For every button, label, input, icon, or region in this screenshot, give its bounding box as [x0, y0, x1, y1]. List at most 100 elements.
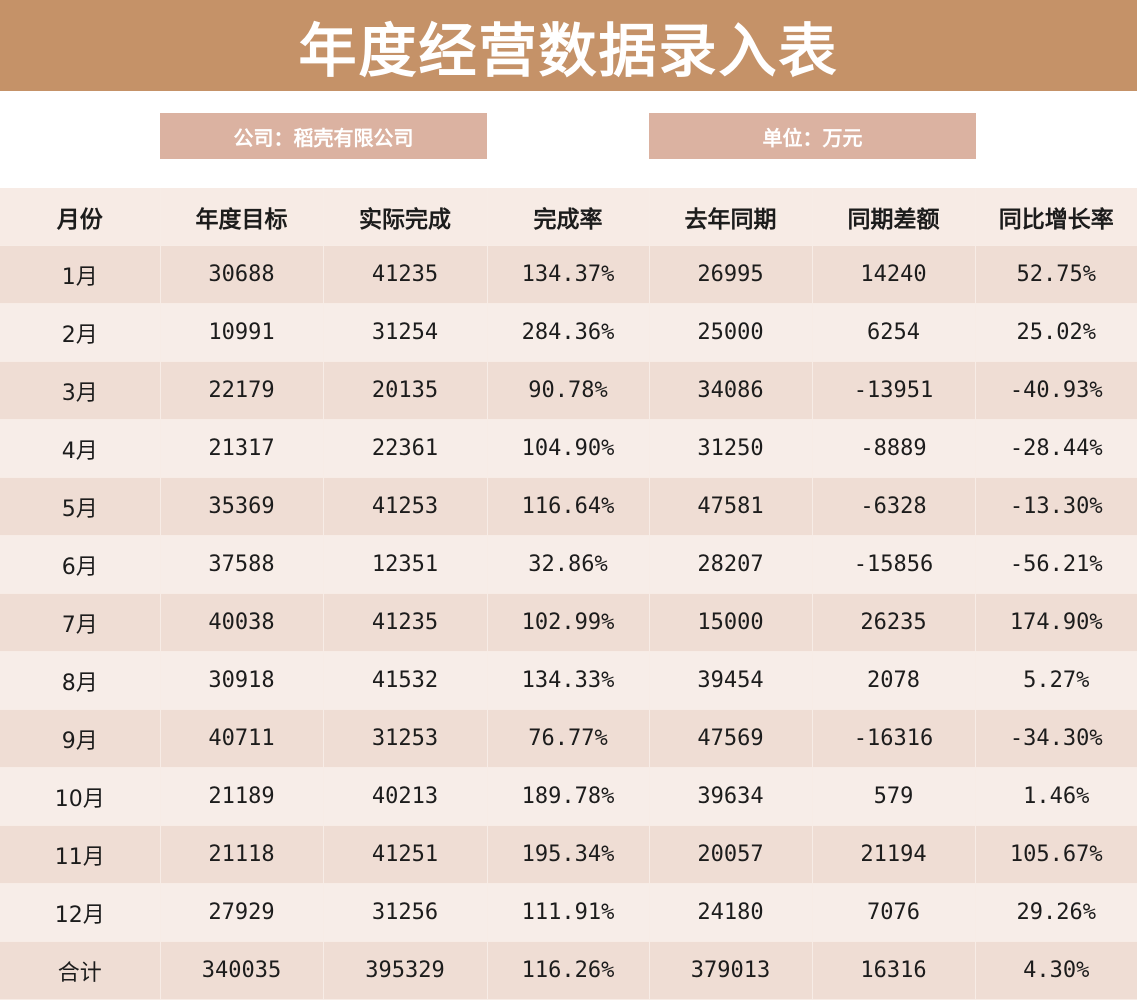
month-cell: 12月 — [0, 883, 161, 942]
completion-rate-cell: 116.64% — [487, 477, 650, 536]
difference-cell: 579 — [812, 767, 976, 826]
header-actual: 实际完成 — [323, 188, 488, 246]
annual-target-cell: 30688 — [160, 245, 324, 304]
last-year-cell: 39634 — [649, 767, 813, 826]
annual-target-cell: 40711 — [160, 709, 324, 768]
completion-rate-cell: 134.33% — [487, 651, 650, 710]
operations-table: 月份 年度目标 实际完成 完成率 去年同期 同期差额 同比增长率 1月 30688… — [0, 188, 1137, 1000]
actual-cell: 41251 — [323, 825, 488, 884]
difference-cell: -15856 — [812, 535, 976, 594]
yoy-growth-cell: -56.21% — [975, 535, 1137, 594]
difference-cell: 26235 — [812, 593, 976, 652]
table-body: 1月 30688 41235 134.37% 26995 14240 52.75% 2月 109… — [0, 245, 1137, 1000]
yoy-growth-cell: -28.44% — [975, 419, 1137, 478]
month-cell: 10月 — [0, 767, 161, 826]
yoy-growth-cell: 5.27% — [975, 651, 1137, 710]
month-cell: 合计 — [0, 941, 161, 1000]
difference-cell: -8889 — [812, 419, 976, 478]
annual-target-cell: 21317 — [160, 419, 324, 478]
completion-rate-cell: 134.37% — [487, 245, 650, 304]
table-row: 1月 30688 41235 134.37% 26995 14240 52.75% — [0, 245, 1137, 304]
header-last-year: 去年同期 — [649, 188, 813, 246]
completion-rate-cell: 284.36% — [487, 303, 650, 362]
header-completion-rate: 完成率 — [487, 188, 650, 246]
actual-cell: 12351 — [323, 535, 488, 594]
table-row: 9月 40711 31253 76.77% 47569 -16316 -34.30% — [0, 709, 1137, 768]
total-row: 合计 340035 395329 116.26% 379013 16316 4.30% — [0, 941, 1137, 1000]
table-row: 11月 21118 41251 195.34% 20057 21194 105.67% — [0, 825, 1137, 884]
month-cell: 7月 — [0, 593, 161, 652]
last-year-cell: 20057 — [649, 825, 813, 884]
difference-cell: 14240 — [812, 245, 976, 304]
yoy-growth-cell: 52.75% — [975, 245, 1137, 304]
difference-cell: 21194 — [812, 825, 976, 884]
actual-cell: 41253 — [323, 477, 488, 536]
month-cell: 11月 — [0, 825, 161, 884]
difference-cell: -16316 — [812, 709, 976, 768]
unit-label: 单位：万元 — [649, 113, 976, 159]
annual-target-cell: 21189 — [160, 767, 324, 826]
last-year-cell: 39454 — [649, 651, 813, 710]
yoy-growth-cell: -34.30% — [975, 709, 1137, 768]
yoy-growth-cell: 174.90% — [975, 593, 1137, 652]
completion-rate-cell: 111.91% — [487, 883, 650, 942]
actual-cell: 41235 — [323, 245, 488, 304]
table-row: 8月 30918 41532 134.33% 39454 2078 5.27% — [0, 651, 1137, 710]
yoy-growth-cell: 1.46% — [975, 767, 1137, 826]
month-cell: 8月 — [0, 651, 161, 710]
completion-rate-cell: 76.77% — [487, 709, 650, 768]
completion-rate-cell: 189.78% — [487, 767, 650, 826]
last-year-cell: 28207 — [649, 535, 813, 594]
company-label: 公司：稻壳有限公司 — [160, 113, 487, 159]
last-year-cell: 34086 — [649, 361, 813, 420]
yoy-growth-cell: 4.30% — [975, 941, 1137, 1000]
header-difference: 同期差额 — [812, 188, 976, 246]
actual-cell: 31253 — [323, 709, 488, 768]
actual-cell: 395329 — [323, 941, 488, 1000]
difference-cell: 16316 — [812, 941, 976, 1000]
annual-target-cell: 35369 — [160, 477, 324, 536]
completion-rate-cell: 32.86% — [487, 535, 650, 594]
month-cell: 5月 — [0, 477, 161, 536]
table-row: 12月 27929 31256 111.91% 24180 7076 29.26% — [0, 883, 1137, 942]
annual-target-cell: 27929 — [160, 883, 324, 942]
actual-cell: 40213 — [323, 767, 488, 826]
last-year-cell: 31250 — [649, 419, 813, 478]
completion-rate-cell: 116.26% — [487, 941, 650, 1000]
annual-target-cell: 10991 — [160, 303, 324, 362]
yoy-growth-cell: -40.93% — [975, 361, 1137, 420]
table-row: 2月 10991 31254 284.36% 25000 6254 25.02% — [0, 303, 1137, 362]
month-cell: 9月 — [0, 709, 161, 768]
last-year-cell: 47581 — [649, 477, 813, 536]
actual-cell: 22361 — [323, 419, 488, 478]
table-row: 10月 21189 40213 189.78% 39634 579 1.46% — [0, 767, 1137, 826]
month-cell: 2月 — [0, 303, 161, 362]
table-row: 7月 40038 41235 102.99% 15000 26235 174.90% — [0, 593, 1137, 652]
last-year-cell: 26995 — [649, 245, 813, 304]
header-annual-target: 年度目标 — [160, 188, 324, 246]
header-yoy-growth: 同比增长率 — [975, 188, 1137, 246]
month-cell: 4月 — [0, 419, 161, 478]
last-year-cell: 25000 — [649, 303, 813, 362]
difference-cell: 6254 — [812, 303, 976, 362]
yoy-growth-cell: -13.30% — [975, 477, 1137, 536]
annual-target-cell: 37588 — [160, 535, 324, 594]
completion-rate-cell: 102.99% — [487, 593, 650, 652]
month-cell: 3月 — [0, 361, 161, 420]
difference-cell: 2078 — [812, 651, 976, 710]
table-row: 5月 35369 41253 116.64% 47581 -6328 -13.30% — [0, 477, 1137, 536]
completion-rate-cell: 195.34% — [487, 825, 650, 884]
difference-cell: -13951 — [812, 361, 976, 420]
table-row: 4月 21317 22361 104.90% 31250 -8889 -28.44% — [0, 419, 1137, 478]
actual-cell: 31256 — [323, 883, 488, 942]
last-year-cell: 24180 — [649, 883, 813, 942]
table-row: 3月 22179 20135 90.78% 34086 -13951 -40.93% — [0, 361, 1137, 420]
annual-target-cell: 340035 — [160, 941, 324, 1000]
yoy-growth-cell: 105.67% — [975, 825, 1137, 884]
annual-target-cell: 21118 — [160, 825, 324, 884]
header-month: 月份 — [0, 188, 161, 246]
last-year-cell: 15000 — [649, 593, 813, 652]
yoy-growth-cell: 29.26% — [975, 883, 1137, 942]
header-row: 月份 年度目标 实际完成 完成率 去年同期 同期差额 同比增长率 — [0, 188, 1137, 246]
actual-cell: 41235 — [323, 593, 488, 652]
